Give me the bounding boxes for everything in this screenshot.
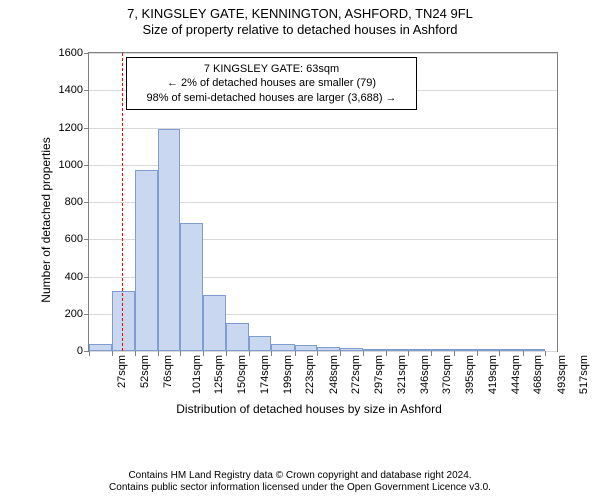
x-tick-mark — [386, 351, 387, 356]
x-tick-label: 76sqm — [162, 355, 174, 388]
histogram-bar — [523, 349, 545, 351]
x-tick-mark — [454, 351, 455, 356]
x-tick-label: 272sqm — [350, 355, 362, 394]
y-tick-label: 800 — [65, 196, 89, 208]
x-tick-label: 150sqm — [237, 355, 249, 394]
x-tick-mark — [317, 351, 318, 356]
histogram-bar — [226, 323, 249, 351]
x-tick-label: 346sqm — [419, 355, 431, 394]
histogram-bar — [431, 349, 453, 351]
x-tick-mark — [203, 351, 204, 356]
histogram-bar — [499, 349, 522, 351]
x-axis-title: Distribution of detached houses by size … — [48, 402, 570, 416]
histogram-bar — [386, 349, 408, 351]
x-tick-label: 468sqm — [532, 355, 544, 394]
histogram-bar — [477, 349, 499, 351]
x-tick-mark — [158, 351, 159, 356]
x-tick-label: 223sqm — [305, 355, 317, 394]
x-tick-label: 395sqm — [465, 355, 477, 394]
histogram-bar — [340, 348, 362, 351]
histogram-bar — [89, 344, 112, 351]
x-tick-label: 101sqm — [191, 355, 203, 394]
histogram-bar — [408, 349, 431, 351]
x-tick-label: 174sqm — [259, 355, 271, 394]
annotation-line: 98% of semi-detached houses are larger (… — [133, 91, 409, 105]
y-tick-label: 600 — [65, 233, 89, 245]
title-block: 7, KINGSLEY GATE, KENNINGTON, ASHFORD, T… — [0, 0, 600, 39]
y-tick-label: 1000 — [59, 159, 89, 171]
x-tick-mark — [340, 351, 341, 356]
histogram-bar — [363, 349, 386, 351]
x-tick-mark — [112, 351, 113, 356]
histogram-bar — [271, 344, 294, 351]
x-tick-label: 52sqm — [139, 355, 151, 388]
histogram-bar — [317, 347, 340, 351]
x-tick-mark — [135, 351, 136, 356]
x-tick-mark — [499, 351, 500, 356]
gridline — [89, 351, 557, 352]
histogram-bar — [135, 170, 158, 351]
x-tick-label: 370sqm — [441, 355, 453, 394]
x-tick-label: 517sqm — [578, 355, 590, 394]
x-tick-mark — [226, 351, 227, 356]
x-tick-label: 125sqm — [213, 355, 225, 394]
histogram-bar — [158, 129, 180, 351]
x-tick-mark — [545, 351, 546, 356]
footer-line-1: Contains HM Land Registry data © Crown c… — [0, 470, 600, 482]
histogram-bar — [454, 349, 477, 351]
x-tick-mark — [249, 351, 250, 356]
histogram-bar — [249, 336, 271, 351]
y-tick-label: 1600 — [59, 47, 89, 59]
x-tick-label: 321sqm — [396, 355, 408, 394]
gridline — [89, 53, 557, 54]
y-tick-label: 200 — [65, 308, 89, 320]
annotation-box: 7 KINGSLEY GATE: 63sqm← 2% of detached h… — [126, 57, 416, 110]
gridline — [89, 128, 557, 129]
x-tick-mark — [477, 351, 478, 356]
x-tick-mark — [363, 351, 364, 356]
x-tick-label: 297sqm — [373, 355, 385, 394]
footer-note: Contains HM Land Registry data © Crown c… — [0, 470, 600, 494]
x-tick-label: 248sqm — [328, 355, 340, 394]
x-tick-label: 444sqm — [510, 355, 522, 394]
x-tick-label: 27sqm — [116, 355, 128, 388]
y-tick-label: 0 — [77, 345, 89, 357]
x-tick-label: 419sqm — [487, 355, 499, 394]
x-tick-mark — [431, 351, 432, 356]
title-line-1: 7, KINGSLEY GATE, KENNINGTON, ASHFORD, T… — [0, 6, 600, 22]
histogram-bar — [203, 295, 225, 351]
y-tick-label: 400 — [65, 271, 89, 283]
chart-wrap: Number of detached properties 0200400600… — [48, 42, 570, 398]
x-tick-mark — [180, 351, 181, 356]
x-tick-label: 199sqm — [282, 355, 294, 394]
x-tick-mark — [271, 351, 272, 356]
title-line-2: Size of property relative to detached ho… — [0, 22, 600, 38]
annotation-line: ← 2% of detached houses are smaller (79) — [133, 76, 409, 90]
histogram-bar — [180, 223, 203, 352]
x-tick-mark — [89, 351, 90, 356]
x-tick-mark — [408, 351, 409, 356]
histogram-bar — [295, 345, 317, 351]
x-tick-mark — [523, 351, 524, 356]
plot-area: 0200400600800100012001400160027sqm52sqm7… — [88, 52, 558, 352]
x-tick-mark — [295, 351, 296, 356]
y-tick-label: 1400 — [59, 84, 89, 96]
reference-line — [122, 53, 123, 351]
y-tick-label: 1200 — [59, 122, 89, 134]
annotation-line: 7 KINGSLEY GATE: 63sqm — [133, 62, 409, 76]
page-root: 7, KINGSLEY GATE, KENNINGTON, ASHFORD, T… — [0, 0, 600, 500]
x-tick-label: 493sqm — [556, 355, 568, 394]
footer-line-2: Contains public sector information licen… — [0, 482, 600, 494]
y-axis-title: Number of detached properties — [39, 137, 53, 302]
